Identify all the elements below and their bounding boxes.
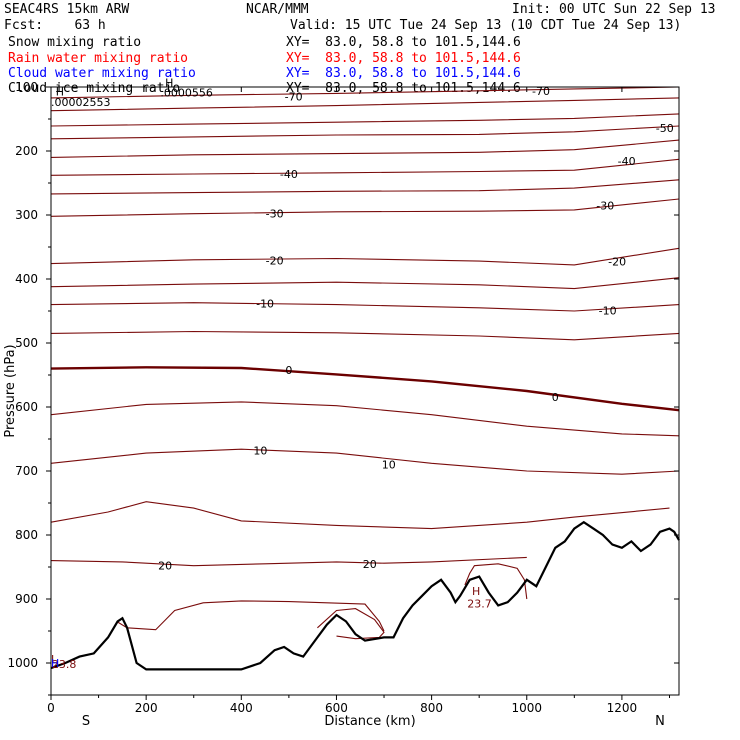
plot-frame: [50, 86, 680, 696]
terrain-line: [50, 520, 680, 671]
terrain-profile: [50, 520, 680, 671]
contour-line: [50, 179, 680, 195]
contour-line: [117, 600, 385, 632]
extremum-annotation: L: [51, 653, 58, 666]
contour-label: -70: [532, 85, 550, 98]
contour-label: -10: [256, 297, 274, 310]
y-tick-label: 400: [15, 272, 38, 286]
extremum-annotation: H: [472, 585, 480, 598]
contour-line: [50, 198, 680, 217]
x-tick-label: 0: [47, 701, 55, 715]
y-axis-label: Pressure (hPa): [3, 344, 18, 437]
contour-line: [50, 113, 680, 127]
south-label: S: [82, 714, 90, 729]
y-tick-label: 300: [15, 208, 38, 222]
field-xy-snow: XY= 83.0, 58.8 to 101.5,144.6: [286, 35, 521, 50]
field-label-cloud-ice: Cloud ice mixing ratio: [8, 81, 181, 96]
contour-line: [50, 330, 680, 341]
field-label-snow: Snow mixing ratio: [8, 35, 142, 50]
field-xy-rain: XY= 83.0, 58.8 to 101.5,144.6: [286, 51, 521, 66]
extremum-annotation: H: [56, 85, 64, 98]
valid-time: Valid: 15 UTC Tue 24 Sep 13 (10 CDT Tue …: [290, 18, 682, 33]
extremum-annotation: .0000556: [160, 87, 213, 100]
contour-line: [50, 158, 680, 176]
temperature-contours: -70 -70 -50 -40 -40 -30 -30 -20 -20 -10 -10 0 0 10 10 2…: [50, 85, 680, 640]
extremum-annotation: .00002553: [51, 96, 111, 109]
x-tick-label: 600: [325, 701, 348, 715]
x-axis: 0 200 400 600 800 1000 1200: [47, 87, 670, 715]
x-tick-label: 1000: [511, 701, 542, 715]
x-tick-label: 200: [135, 701, 158, 715]
contour-line: [50, 366, 680, 412]
field-label-cloud-water: Cloud water mixing ratio: [8, 66, 196, 81]
contour-line: [50, 139, 680, 158]
contour-line: [50, 86, 680, 99]
y-tick-label: 700: [15, 464, 38, 478]
contour-line: [50, 277, 680, 290]
contour-line: [50, 501, 670, 530]
contour-label: 10: [253, 445, 267, 458]
contour-label: -70: [285, 91, 303, 104]
contour-label: 10: [382, 459, 396, 472]
x-tick-label: 400: [230, 701, 253, 715]
contour-line: [50, 302, 680, 312]
model-title: SEAC4RS 15km ARW: [4, 2, 130, 17]
y-tick-label: 100: [15, 80, 38, 94]
contour-line: [317, 608, 385, 640]
contour-label: -10: [599, 304, 617, 317]
y-tick-label: 900: [15, 592, 38, 606]
extremum-annotation: H: [51, 657, 59, 670]
forecast-hour: Fcst: 63 h: [4, 18, 106, 33]
center-title: NCAR/MMM: [246, 2, 309, 17]
y-tick-label: 600: [15, 400, 38, 414]
field-xy-cloud-water: XY= 83.0, 58.8 to 101.5,144.6: [286, 66, 521, 81]
contour-line: [50, 448, 680, 475]
contour-label: 20: [363, 558, 377, 571]
init-time: Init: 00 UTC Sun 22 Sep 13: [512, 2, 716, 17]
contour-line: [464, 563, 528, 600]
contour-line: [50, 97, 680, 112]
extremum-annotation: 23.8: [52, 658, 77, 671]
y-tick-label: 200: [15, 144, 38, 158]
contour-label: 0: [552, 391, 559, 404]
y-tick-label: 500: [15, 336, 38, 350]
y-tick-label: 1000: [7, 656, 38, 670]
x-axis-label: Distance (km): [324, 714, 415, 729]
extremum-annotation: H: [165, 76, 173, 89]
extremum-annotation: 23.7: [467, 597, 492, 610]
contour-line: [50, 401, 680, 437]
field-label-rain: Rain water mixing ratio: [8, 51, 189, 66]
contour-label: 20: [158, 560, 172, 573]
contour-line: [50, 125, 680, 140]
north-label: N: [655, 714, 665, 729]
x-tick-label: 800: [420, 701, 443, 715]
contour-line: [50, 247, 680, 266]
contour-label: -20: [608, 256, 626, 269]
contour-label: -20: [266, 254, 284, 267]
y-tick-label: 800: [15, 528, 38, 542]
contour-label: -30: [266, 208, 284, 221]
contour-label: -40: [618, 155, 636, 168]
contour-label: -30: [596, 199, 614, 212]
contour-line: [50, 556, 527, 567]
contour-label: -50: [656, 122, 674, 135]
contour-label: 0: [285, 364, 292, 377]
contour-label: -40: [280, 168, 298, 181]
x-tick-label: 1200: [607, 701, 638, 715]
